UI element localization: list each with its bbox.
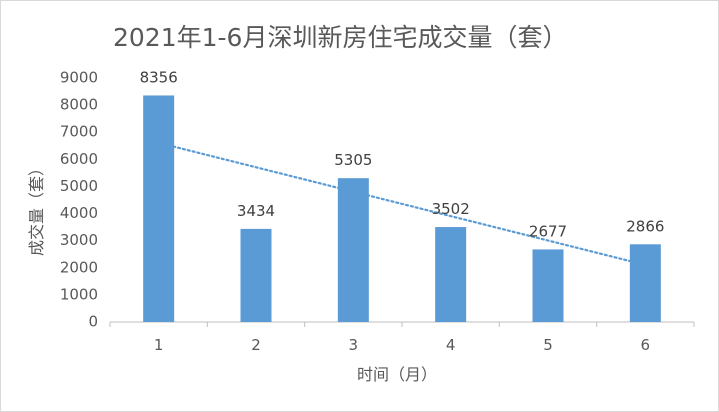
y-tick-label: 0	[88, 313, 98, 331]
x-tick-label: 5	[543, 336, 553, 354]
data-label: 3502	[432, 200, 470, 218]
bar	[629, 244, 661, 322]
y-tick-label: 4000	[60, 204, 98, 222]
y-tick-label: 1000	[60, 285, 98, 303]
data-labels: 8356 3434 5305 3502 2677 2866	[140, 68, 665, 240]
y-tick-label: 3000	[60, 231, 98, 249]
bar	[337, 178, 369, 322]
y-axis-ticks: 0 1000 2000 3000 4000 5000 6000 7000 8000 9000	[60, 69, 98, 331]
x-axis-title: 时间（月）	[357, 365, 437, 384]
trendline	[157, 141, 647, 267]
data-label: 2677	[529, 222, 567, 240]
y-axis-title: 成交量（套）	[27, 160, 46, 256]
y-tick-label: 5000	[60, 177, 98, 195]
x-tick-label: 3	[349, 336, 359, 354]
y-tick-label: 8000	[60, 96, 98, 114]
y-tick-label: 7000	[60, 123, 98, 141]
x-axis: 1 2 3 4 5 6	[109, 321, 695, 354]
x-tick-label: 2	[251, 336, 261, 354]
chart-title: 2021年1-6月深圳新房住宅成交量（套）	[113, 23, 568, 52]
bar	[532, 249, 564, 322]
data-label: 8356	[140, 68, 178, 86]
y-tick-label: 9000	[60, 69, 98, 87]
bar	[143, 95, 175, 322]
data-label: 3434	[237, 202, 275, 220]
x-tick-label: 1	[154, 336, 164, 354]
x-tick-label: 4	[446, 336, 456, 354]
y-tick-label: 2000	[60, 258, 98, 276]
bars	[143, 95, 661, 322]
data-label: 2866	[626, 217, 664, 235]
x-tick-label: 6	[641, 336, 651, 354]
trendline-group	[157, 141, 647, 267]
data-label: 5305	[334, 151, 372, 169]
bar	[240, 228, 272, 322]
y-tick-label: 6000	[60, 150, 98, 168]
bar	[435, 227, 467, 322]
